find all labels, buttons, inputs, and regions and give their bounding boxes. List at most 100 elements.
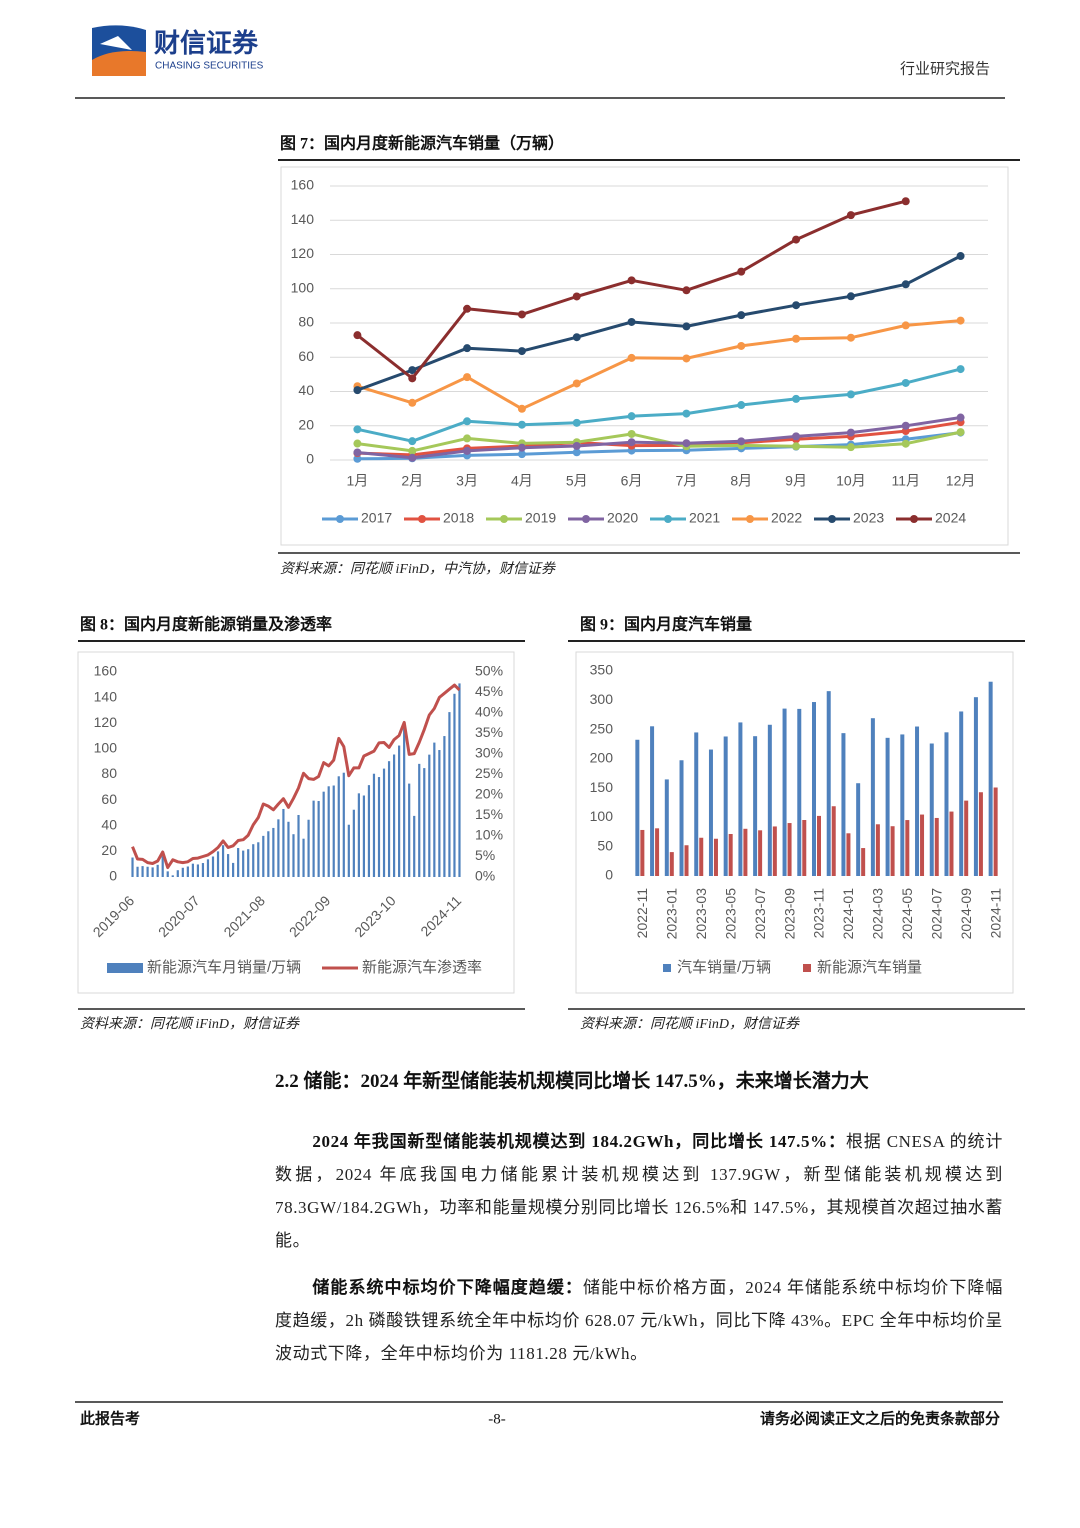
point: [901, 280, 910, 289]
series-line: [356, 199, 907, 380]
x-tick-label: 2023-10: [351, 892, 399, 940]
point: [792, 301, 801, 310]
bar: [723, 736, 728, 876]
y-tick-label: 0: [109, 868, 117, 884]
point: [737, 311, 746, 320]
point: [737, 401, 746, 410]
point: [517, 310, 526, 319]
bar: [242, 850, 245, 877]
legend-swatch: [803, 964, 811, 972]
bar: [433, 742, 436, 877]
series-line: [356, 319, 961, 411]
y-tick-label: 25%: [475, 765, 503, 781]
bar: [978, 792, 983, 876]
point: [901, 321, 910, 330]
figure-title: 图 8：国内月度新能源销量及渗透率: [80, 615, 332, 634]
point: [846, 211, 855, 220]
point: [792, 442, 801, 451]
bar: [650, 726, 655, 876]
x-tick-label: 2024-11: [417, 892, 464, 939]
point: [572, 379, 581, 388]
bar: [635, 739, 640, 876]
bar: [782, 708, 787, 876]
bar: [758, 830, 763, 876]
figure-title: 图 7：国内月度新能源汽车销量（万辆）: [280, 134, 564, 153]
y-tick-label: 20%: [475, 786, 503, 802]
logo-name: 财信证券: [154, 28, 259, 58]
chart-frame: [575, 651, 1014, 994]
point: [627, 429, 636, 438]
point: [627, 353, 636, 362]
point: [353, 448, 362, 457]
bar: [885, 737, 890, 876]
legend-label: 新能源汽车月销量/万辆: [147, 959, 301, 976]
point: [956, 252, 965, 261]
bar: [728, 834, 733, 876]
point: [682, 439, 691, 448]
point: [517, 420, 526, 429]
point: [846, 292, 855, 301]
point: [408, 374, 417, 383]
y-tick-label: 50: [597, 837, 613, 853]
bar: [302, 838, 305, 877]
x-tick-label: 2023-05: [722, 888, 738, 940]
bar: [753, 736, 758, 876]
paragraph: 储能系统中标均价下降幅度趋缓：储能中标价格方面，2024 年储能系统中标均价下降…: [275, 1271, 1003, 1370]
bar: [920, 814, 925, 876]
bar: [221, 845, 225, 877]
y-tick-label: 40%: [475, 704, 503, 720]
bar: [141, 866, 144, 877]
series-line: [356, 254, 962, 392]
point: [353, 439, 362, 448]
figure-source: 资料来源：同花顺 iFinD，财信证券: [80, 1016, 300, 1032]
bar: [428, 754, 431, 877]
bar: [802, 820, 807, 876]
point: [517, 347, 526, 356]
x-tick-label: 4月: [511, 473, 533, 489]
footer-left: 此报告考: [80, 1409, 140, 1427]
x-tick-label: 1月: [347, 473, 369, 489]
bar: [743, 828, 748, 876]
y-tick-label: 350: [590, 662, 614, 678]
point: [682, 354, 691, 363]
x-tick-label: 7月: [676, 473, 698, 489]
bar: [267, 831, 270, 877]
point: [572, 448, 581, 457]
y-tick-label: 160: [94, 663, 118, 679]
bar: [252, 844, 255, 877]
legend-label: 2019: [525, 510, 556, 526]
legend-swatch: [664, 515, 672, 523]
bar: [247, 849, 250, 877]
legend-label: 2023: [853, 510, 884, 526]
x-tick-label: 2020-07: [155, 892, 203, 940]
bar: [934, 817, 939, 876]
point: [463, 304, 472, 313]
chart-frame: [77, 651, 515, 994]
y-tick-label: 60: [101, 791, 117, 807]
y-tick-label: 80: [101, 765, 117, 781]
x-tick-label: 2021-08: [220, 892, 268, 940]
y-tick-label: 250: [590, 720, 614, 736]
point: [408, 453, 417, 462]
bar: [915, 726, 920, 876]
y-tick-label: 40: [101, 816, 117, 832]
legend-swatch: [582, 515, 590, 523]
point: [846, 428, 855, 437]
bar: [640, 829, 645, 876]
bar: [826, 691, 831, 876]
point: [846, 333, 855, 342]
legend-label: 新能源汽车销量: [817, 959, 922, 976]
bar: [282, 808, 285, 877]
bar: [337, 776, 340, 877]
y-tick-label: 30%: [475, 745, 503, 761]
bar: [817, 815, 821, 876]
y-tick-label: 60: [298, 348, 314, 364]
bar: [146, 866, 149, 877]
y-tick-label: 140: [291, 211, 315, 227]
bar: [398, 745, 401, 877]
bar: [171, 875, 174, 877]
bar: [453, 693, 456, 877]
bar: [767, 724, 772, 876]
point: [901, 421, 910, 430]
